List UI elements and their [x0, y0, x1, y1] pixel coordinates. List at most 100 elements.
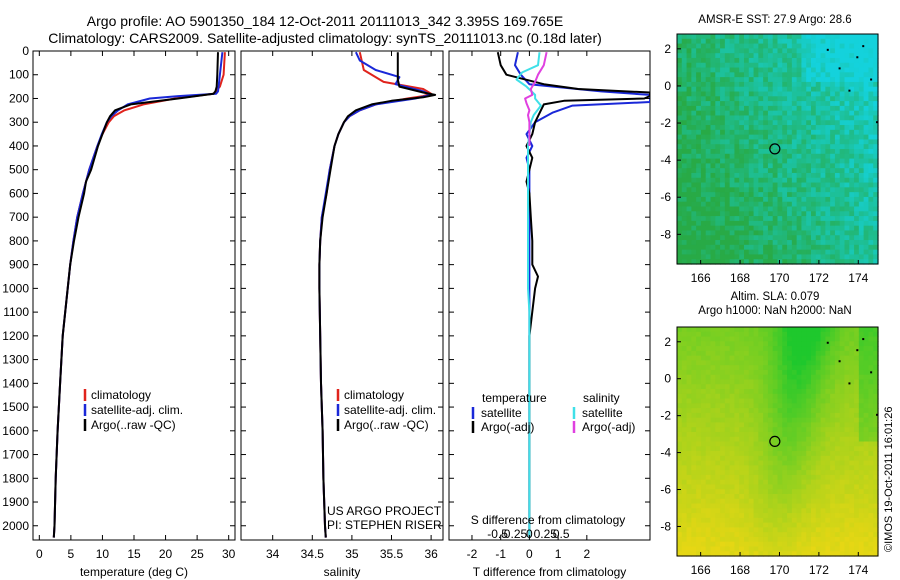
map-cell [720, 158, 726, 164]
map-cell [834, 436, 841, 443]
map-cell [873, 374, 879, 381]
map-cell [820, 177, 826, 184]
map-cell [839, 125, 846, 131]
map-cell [796, 216, 803, 222]
map-cell [868, 134, 874, 141]
map-cell [820, 201, 826, 208]
map-cell [729, 427, 736, 433]
map-cell [681, 493, 688, 500]
map-cell [801, 474, 807, 481]
map-cell [820, 398, 826, 404]
map-cell [715, 163, 721, 169]
map-cell [681, 546, 688, 552]
map-cell [796, 427, 803, 433]
map-cell [801, 441, 807, 447]
map-cell [863, 327, 870, 333]
map-cell [787, 541, 793, 548]
map-cell [763, 527, 769, 533]
map-cell [691, 412, 697, 419]
map-cell [744, 374, 750, 381]
map-cell [815, 110, 822, 117]
map-cell [734, 34, 740, 40]
map-cell [854, 389, 860, 395]
map-cell [686, 115, 692, 121]
map-cell [791, 336, 798, 342]
map-cell [858, 57, 865, 64]
map-cell [677, 398, 683, 404]
map-cell [849, 365, 855, 371]
map-cell [868, 346, 874, 352]
map-cell [772, 91, 779, 97]
map-cell [720, 474, 726, 481]
map-cell [710, 341, 716, 347]
map-cell [811, 398, 817, 404]
map-cell [700, 220, 707, 227]
map-cell [825, 230, 831, 236]
map-cell [849, 220, 855, 227]
map-cell [724, 517, 731, 524]
map-cell [796, 67, 803, 73]
map-cell [715, 144, 721, 150]
map-cell [777, 57, 783, 64]
map-cell [839, 43, 846, 49]
map-cell [858, 139, 865, 145]
map-cell [873, 110, 879, 117]
map-cell [815, 134, 822, 141]
map-cell [758, 551, 764, 557]
map-cell [758, 541, 764, 548]
map-cell [844, 513, 850, 519]
map-cell [729, 110, 736, 117]
map-cell [858, 470, 865, 476]
map-cell [748, 365, 755, 371]
map-cell [820, 546, 826, 552]
map-cell [782, 182, 788, 188]
map-cell [825, 508, 831, 514]
map-cell [834, 441, 841, 447]
map-cell [801, 249, 807, 256]
map-cell [844, 86, 850, 93]
map-cell [873, 427, 879, 433]
map-cell [791, 393, 798, 400]
map-cell [815, 158, 822, 164]
map-cell [705, 441, 712, 447]
map-cell [868, 546, 874, 552]
map-cell [787, 86, 793, 93]
map-cell [705, 551, 712, 557]
map-cell [858, 187, 865, 193]
map-cell [863, 48, 870, 54]
map-cell [791, 498, 798, 505]
map-cell [839, 336, 846, 342]
coast-speck [838, 360, 841, 363]
map-cell [724, 67, 731, 73]
map-cell [820, 230, 826, 236]
map-cell [724, 503, 731, 509]
map-cell [724, 110, 731, 117]
map-cell [720, 403, 726, 409]
map-cell [681, 417, 688, 424]
map-cell [767, 393, 774, 400]
map-cell [724, 216, 731, 222]
map-cell [758, 355, 764, 361]
map-cell [744, 77, 750, 83]
map-cell [696, 43, 702, 49]
map-cell [830, 53, 836, 59]
map-cell [700, 115, 707, 121]
map-cell [715, 455, 721, 462]
map-cell [854, 403, 860, 409]
map-cell [753, 532, 759, 538]
map-cell [777, 91, 783, 97]
map-cell [796, 259, 803, 265]
map-cell [839, 249, 846, 256]
map-cell [863, 341, 870, 347]
map-cell [720, 346, 726, 352]
map-cell [772, 187, 779, 193]
map-cell [777, 551, 783, 557]
map-cell [753, 536, 759, 543]
map-cell [700, 455, 707, 462]
map-cell [677, 331, 683, 338]
map-cell [700, 431, 707, 438]
map-cell [873, 220, 879, 227]
map-cell [825, 192, 831, 198]
map-cell [820, 551, 826, 557]
map-cell [806, 125, 812, 131]
